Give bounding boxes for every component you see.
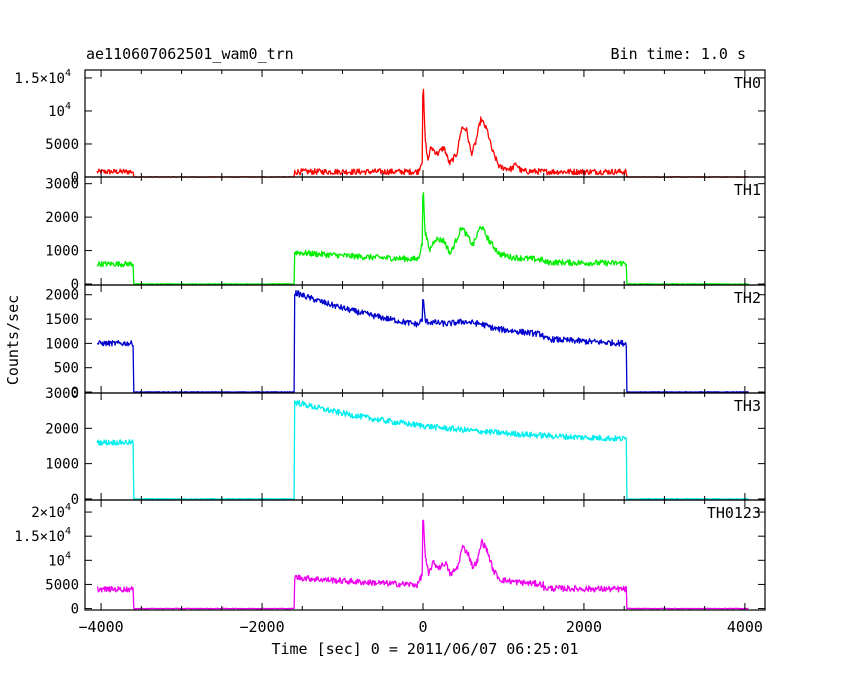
x-axis: −4000 −2000 0 2000 4000 — [79, 618, 763, 636]
panel-th0123: 0 5000 104 1.5×104 2×104 TH0123 — [14, 499, 766, 618]
y-axis-label: Counts/sec — [4, 295, 22, 385]
y-tick-label: 0 — [71, 492, 79, 508]
y-tick-label: 0 — [71, 385, 79, 401]
chart-title: ae110607062501_wam0_trn — [86, 45, 294, 63]
panel-name-label: TH3 — [734, 397, 761, 415]
x-tick-label: −2000 — [239, 618, 284, 636]
y-tick-label: 3000 — [45, 386, 79, 402]
y-tick-label: 104 — [48, 101, 71, 120]
series-line-th1 — [96, 192, 749, 285]
panel-name-label: TH0123 — [707, 504, 761, 522]
series-line-th0 — [96, 88, 749, 178]
y-tick-label: 2000 — [45, 288, 79, 304]
y-tick-label: 1.5×104 — [14, 68, 71, 87]
y-tick-label: 0 — [71, 170, 79, 186]
series-line-th0123 — [96, 519, 749, 610]
panel-name-label: TH2 — [734, 289, 761, 307]
y-tick-label: 1.5×104 — [14, 526, 71, 545]
y-tick-label: 0 — [71, 277, 79, 293]
x-tick-label: 2000 — [566, 618, 602, 636]
panel-th2: 0 500 1000 1500 2000 TH2 — [45, 284, 766, 401]
bin-time-label: Bin time: 1.0 s — [611, 45, 746, 63]
y-tick-label: 0 — [71, 602, 79, 618]
panel-name-label: TH1 — [734, 181, 761, 199]
y-tick-label: 500 — [54, 361, 79, 377]
y-tick-label: 5000 — [45, 137, 79, 153]
panel-th3: 0 1000 2000 3000 TH3 — [45, 386, 766, 508]
panels-group: 0 5000 104 1.5×104 TH0 0 1000 2000 3000 TH1 0 500 10… — [14, 68, 766, 618]
series-line-th3 — [96, 400, 749, 500]
y-tick-label: 2000 — [45, 421, 79, 437]
y-tick-label: 3000 — [45, 177, 79, 193]
y-tick-label: 2×104 — [31, 502, 71, 521]
y-tick-label: 1000 — [45, 457, 79, 473]
x-tick-label: 4000 — [727, 618, 763, 636]
x-tick-label: −4000 — [79, 618, 124, 636]
x-tick-label: 0 — [418, 618, 427, 636]
series-line-th2 — [96, 289, 749, 393]
x-axis-label: Time [sec] 0 = 2011/06/07 06:25:01 — [271, 640, 578, 658]
y-tick-label: 5000 — [45, 577, 79, 593]
y-tick-label: 2000 — [45, 210, 79, 226]
panel-name-label: TH0 — [734, 74, 761, 92]
y-tick-label: 1000 — [45, 244, 79, 260]
y-tick-label: 1500 — [45, 312, 79, 328]
panel-frame — [84, 284, 766, 394]
y-tick-label: 1000 — [45, 336, 79, 352]
panel-frame — [84, 392, 766, 501]
panel-frame — [84, 499, 766, 611]
panel-th1: 0 1000 2000 3000 TH1 — [45, 176, 766, 293]
panel-th0: 0 5000 104 1.5×104 TH0 — [14, 68, 766, 186]
y-tick-label: 104 — [48, 550, 71, 569]
